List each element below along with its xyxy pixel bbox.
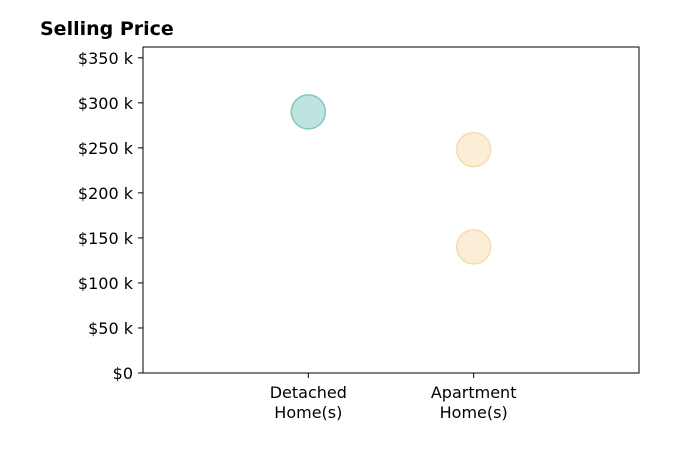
data-point: [455, 131, 492, 168]
x-tick-label: Detached: [270, 383, 347, 402]
y-tick-label: $350 k: [78, 49, 134, 68]
data-point: [455, 229, 492, 265]
x-tick-label: Apartment: [431, 383, 517, 402]
plot-area: [142, 46, 640, 374]
chart-title: Selling Price: [40, 18, 174, 40]
y-tick-label: $150 k: [78, 229, 134, 248]
data-points: [290, 94, 492, 265]
y-tick-label: $0: [113, 364, 133, 383]
y-tick-label: $50 k: [88, 319, 134, 338]
data-point: [290, 94, 327, 130]
y-axis: $0 $50 k $100 k $150 k $200 k $250 k $300 k $35…: [78, 49, 143, 383]
x-tick-label: Home(s): [274, 403, 342, 422]
y-tick-label: $250 k: [78, 139, 134, 158]
y-tick-label: $100 k: [78, 274, 134, 293]
x-tick-label: Home(s): [440, 403, 508, 422]
y-tick-label: $300 k: [78, 94, 134, 113]
y-tick-label: $200 k: [78, 184, 134, 203]
